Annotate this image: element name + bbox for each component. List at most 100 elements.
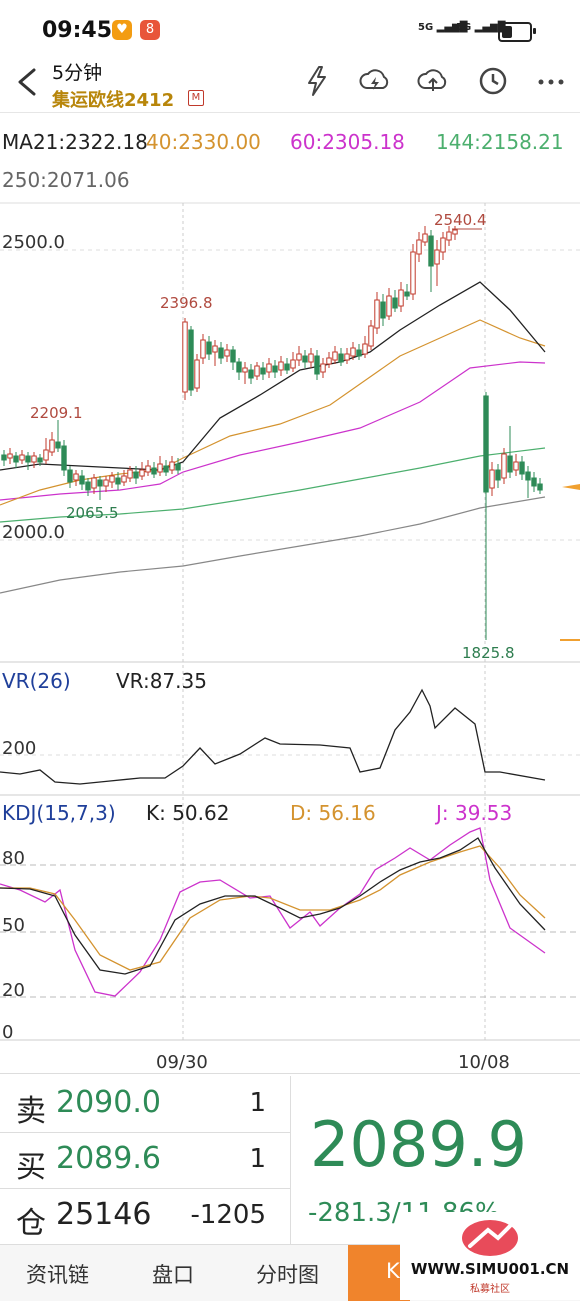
- candle-body: [374, 299, 380, 329]
- candle-body: [495, 469, 501, 481]
- kdj-tick-80: 80: [2, 848, 25, 869]
- candle-body: [513, 461, 519, 471]
- candle-body: [121, 475, 127, 483]
- candle-body: [157, 463, 163, 473]
- tab-news-chain[interactable]: 资讯链: [26, 1263, 89, 1287]
- candle-body: [43, 449, 49, 461]
- last-price: 2089.9: [310, 1108, 527, 1181]
- tab-order-book[interactable]: 盘口: [152, 1263, 194, 1287]
- candle-body: [302, 355, 308, 363]
- signal-5g-1: 5G ▂▄▆█: [418, 22, 468, 33]
- candle-body: [446, 231, 452, 241]
- candle-body: [55, 441, 61, 449]
- quote-vertical-divider: [290, 1076, 291, 1244]
- oi-value: 25146: [56, 1197, 152, 1232]
- candle-body: [260, 367, 266, 375]
- candle-body: [537, 483, 543, 491]
- candle-body: [236, 361, 242, 373]
- oi-label: 仓: [16, 1206, 46, 1241]
- candle-body: [85, 481, 91, 491]
- candle-body: [49, 439, 55, 453]
- candle-body: [272, 365, 278, 373]
- candle-body: [314, 355, 320, 375]
- app-notification-icon: 8: [140, 20, 160, 40]
- candle-body: [188, 329, 194, 391]
- kdj-j-line: [0, 827, 546, 997]
- candle-body: [7, 453, 13, 459]
- sell-row: 卖 2090.0 1: [0, 1076, 290, 1133]
- vr-indicator-value: VR:87.35: [116, 669, 207, 693]
- ma144-line: [0, 447, 546, 523]
- page-title: 5分钟: [52, 62, 103, 84]
- candle-body: [410, 251, 416, 295]
- candle-body: [212, 345, 218, 353]
- kdj-d-value: D: 56.16: [290, 801, 376, 825]
- candle-body: [489, 469, 495, 489]
- quote-top-divider: [0, 1073, 580, 1074]
- annotation-2065: 2065.5: [66, 504, 119, 522]
- clock-icon[interactable]: [476, 64, 510, 98]
- candle-body: [296, 353, 302, 361]
- candle-body: [206, 341, 212, 355]
- candle-body: [501, 453, 507, 479]
- main-contract-badge: M: [188, 90, 204, 106]
- candle-body: [1, 454, 7, 461]
- candle-body: [151, 467, 157, 475]
- candle-body: [127, 469, 133, 479]
- candle-body: [169, 461, 175, 471]
- tab-kline[interactable]: K: [386, 1259, 400, 1283]
- candle-body: [344, 353, 350, 361]
- candle-body: [194, 359, 200, 389]
- candle-body: [350, 347, 356, 357]
- candle-body: [525, 471, 531, 481]
- kdj-d-line: [0, 845, 546, 971]
- tab-time-sharing[interactable]: 分时图: [256, 1263, 319, 1287]
- candle-body: [19, 454, 25, 461]
- buy-price: 2089.6: [56, 1141, 161, 1176]
- cloud-upload-icon[interactable]: [416, 64, 450, 98]
- cloud-flash-icon[interactable]: [358, 64, 392, 98]
- price-tick-2000: 2000.0: [2, 522, 65, 543]
- candle-body: [175, 463, 181, 471]
- candle-body: [278, 361, 284, 371]
- more-options-icon[interactable]: [534, 64, 568, 98]
- ma250-line: [0, 496, 546, 594]
- kline-chart[interactable]: 2500.0 2000.0 2540.4 2396.8 2209.1 2065.…: [0, 200, 580, 1072]
- header-divider: [0, 112, 580, 113]
- candle-body: [218, 347, 224, 359]
- candle-body: [404, 291, 410, 297]
- ma60-line: [0, 361, 546, 501]
- vr-indicator-name[interactable]: VR(26): [2, 669, 71, 693]
- watermark-text: WWW.SIMU001.CN: [411, 1260, 569, 1278]
- open-interest-row: 仓 25146 -1205: [0, 1188, 290, 1244]
- buy-label: 买: [16, 1150, 46, 1185]
- ma60-value: 60:2305.18: [290, 130, 405, 154]
- kdj-k-value: K: 50.62: [146, 801, 229, 825]
- back-arrow-icon[interactable]: [12, 64, 44, 100]
- candle-body: [332, 351, 338, 361]
- candle-body: [507, 455, 513, 473]
- buy-row: 买 2089.6 1: [0, 1132, 290, 1189]
- lightning-icon[interactable]: [300, 64, 334, 98]
- kdj-tick-0: 0: [2, 1022, 13, 1043]
- candle-body: [25, 455, 31, 463]
- candlesticks: [1, 226, 543, 640]
- candle-body: [109, 475, 115, 483]
- candle-body: [380, 301, 386, 319]
- candle-body: [519, 461, 525, 475]
- annotation-high: 2540.4: [434, 211, 487, 229]
- candle-body: [392, 297, 398, 309]
- candle-body: [182, 321, 188, 393]
- kdj-j-value: J: 39.53: [434, 801, 512, 825]
- candle-body: [416, 239, 422, 255]
- candle-body: [79, 475, 85, 485]
- kdj-indicator-name[interactable]: KDJ(15,7,3): [2, 801, 116, 825]
- status-time: 09:45: [42, 18, 113, 43]
- candle-body: [428, 235, 434, 267]
- candle-body: [13, 455, 19, 463]
- candle-body: [67, 469, 73, 483]
- candle-body: [91, 477, 97, 489]
- candle-body: [242, 367, 248, 373]
- ma144-value: 144:2158.21: [436, 130, 564, 154]
- candle-body: [266, 363, 272, 373]
